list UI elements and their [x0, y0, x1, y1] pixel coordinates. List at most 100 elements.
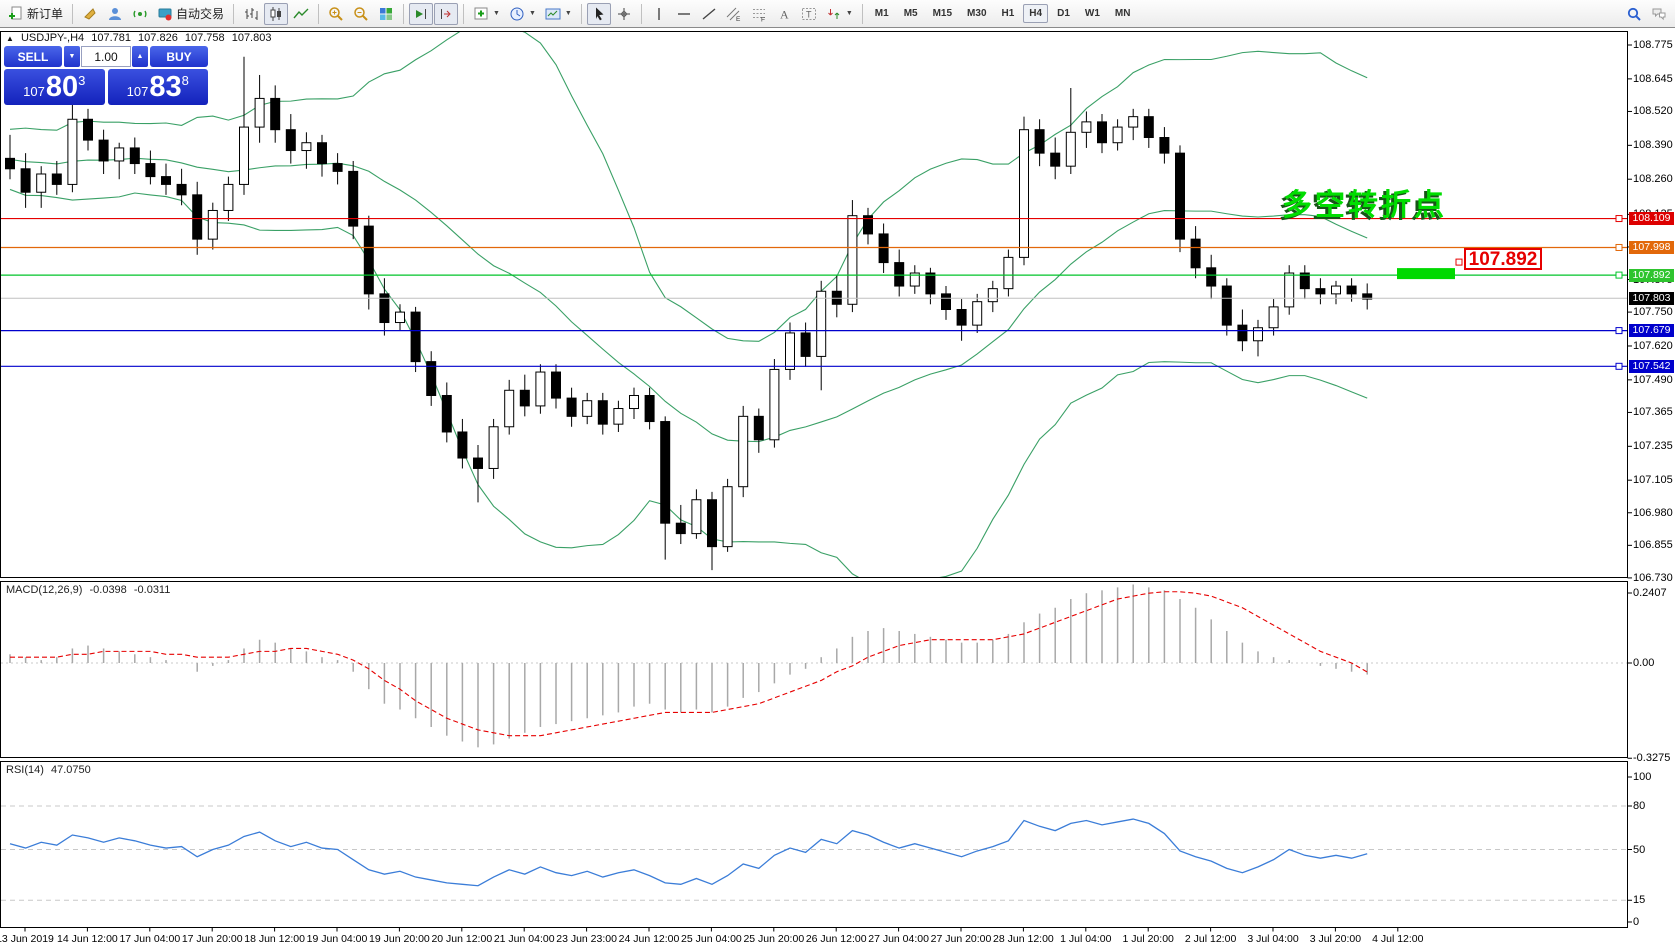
- zoom-in-button[interactable]: [324, 3, 348, 25]
- time-axis-label: 17 Jun 20:00: [181, 933, 243, 945]
- cursor-button[interactable]: [586, 2, 611, 25]
- time-axis-label: 25 Jun 04:00: [681, 933, 742, 945]
- crosshair-icon: [616, 6, 632, 22]
- new-order-button-label: 新订单: [27, 7, 64, 21]
- volume-increase-button[interactable]: ▲: [132, 46, 148, 67]
- auto-trading-button[interactable]: 自动交易: [153, 3, 228, 25]
- turning-point-annotation: 多空转折点: [1282, 189, 1447, 222]
- community-button[interactable]: [103, 3, 127, 25]
- time-axis-label: 20 Jun 12:00: [431, 933, 493, 945]
- toolbar-separator: [640, 3, 642, 24]
- price-axis-label: 108.390: [1633, 139, 1673, 152]
- bollinger-lower-line: [9, 188, 1368, 577]
- main-pane[interactable]: [0, 31, 1628, 578]
- line-handle[interactable]: [1615, 243, 1623, 251]
- sell-button[interactable]: SELL: [4, 46, 62, 67]
- bar-chart-button[interactable]: [239, 3, 263, 25]
- time-axis-label: 19 Jun 20:00: [369, 933, 430, 945]
- price-axis-label: 107.235: [1633, 440, 1673, 453]
- toolbar-separator: [861, 3, 863, 24]
- macd-value-main: -0.0398: [89, 584, 127, 596]
- chat-icon: [1651, 6, 1667, 22]
- timeframe-button-h1[interactable]: H1: [1001, 8, 1015, 19]
- label-icon: T: [801, 6, 817, 22]
- time-axis-label: 26 Jun 12:00: [805, 933, 867, 945]
- timeframe-button-d1[interactable]: D1: [1057, 8, 1070, 19]
- macd-signal-line: [10, 591, 1368, 737]
- fibo-icon: F: [751, 6, 767, 22]
- price-callout[interactable]: 107.892: [1464, 248, 1542, 270]
- arrows-button[interactable]: ▼: [822, 3, 857, 25]
- chat-button[interactable]: [1647, 3, 1671, 25]
- svg-text:T: T: [806, 9, 812, 19]
- highlight-rectangle[interactable]: [1397, 268, 1455, 280]
- text-label-button[interactable]: T: [797, 3, 821, 25]
- sell-price-display[interactable]: 107 80 3: [4, 69, 105, 105]
- trendline-icon: [701, 6, 717, 22]
- buy-price-display[interactable]: 107 83 8: [107, 69, 208, 105]
- new-order-button[interactable]: 新订单: [4, 3, 67, 25]
- ohlc-high: 107.826: [138, 32, 178, 44]
- time-axis-label: 27 Jun 20:00: [930, 933, 992, 945]
- toolbar-separator: [463, 3, 465, 24]
- price-badge-108.109: 108.109: [1629, 212, 1674, 226]
- periods-button[interactable]: ▼: [505, 3, 540, 25]
- market-button[interactable]: [78, 3, 102, 25]
- volume-decrease-button[interactable]: ▼: [64, 46, 80, 67]
- zoom-out-button[interactable]: [349, 3, 373, 25]
- timeframe-button-m30[interactable]: M30: [967, 8, 987, 19]
- rsi-axis-label: 50: [1633, 843, 1646, 856]
- time-axis-label: 23 Jun 23:00: [556, 933, 617, 945]
- indicators-button[interactable]: ▼: [469, 3, 504, 25]
- collapse-arrow-icon[interactable]: ▲: [6, 34, 14, 43]
- templates-button[interactable]: ▼: [541, 3, 576, 25]
- one-click-trading-panel: SELL ▼ 1.00 ▲ BUY 107 80 3 107 83 8: [4, 46, 208, 105]
- callout-handle[interactable]: [1455, 258, 1463, 266]
- toolbar-separator: [233, 3, 235, 24]
- line-chart-button[interactable]: [289, 3, 313, 25]
- rsi-pane[interactable]: [0, 761, 1628, 928]
- timeframe-button-mn[interactable]: MN: [1114, 8, 1131, 19]
- price-axis-label: 108.775: [1633, 39, 1673, 51]
- line-handle[interactable]: [1615, 327, 1623, 335]
- timeframe-button-w1[interactable]: W1: [1084, 8, 1100, 19]
- time-axis-label: 3 Jul 20:00: [1309, 933, 1362, 945]
- horizontal-line-button[interactable]: [672, 3, 696, 25]
- volume-input[interactable]: 1.00: [81, 46, 131, 67]
- search-button[interactable]: [1622, 3, 1646, 25]
- timeframe-button-m1[interactable]: M1: [874, 8, 889, 19]
- signals-button[interactable]: [128, 3, 152, 25]
- timeframe-button-m5[interactable]: M5: [903, 8, 918, 19]
- text-button[interactable]: A: [772, 3, 796, 25]
- tile-windows-button[interactable]: [374, 3, 398, 25]
- time-axis-label: 2 Jul 12:00: [1184, 933, 1237, 945]
- time-axis-label: 17 Jun 04:00: [119, 933, 181, 945]
- time-axis-label: 24 Jun 12:00: [618, 933, 680, 945]
- line-handle[interactable]: [1615, 215, 1623, 223]
- chart-shift-button[interactable]: [434, 2, 459, 25]
- autoscroll-icon: [413, 6, 429, 22]
- buy-price-prefix: 107: [126, 84, 149, 99]
- zoom-in-icon: [328, 6, 344, 22]
- timeframe-button-h4[interactable]: H4: [1023, 4, 1049, 23]
- line-handle[interactable]: [1615, 362, 1623, 370]
- chevron-down-icon: ▼: [493, 10, 500, 17]
- price-badge-107.892: 107.892: [1629, 268, 1674, 282]
- crosshair-button[interactable]: [612, 3, 636, 25]
- trendline-button[interactable]: [697, 3, 721, 25]
- zoom-out-icon: [353, 6, 369, 22]
- toolbar-separator: [580, 3, 582, 24]
- vertical-line-button[interactable]: [647, 3, 671, 25]
- auto-scroll-button[interactable]: [409, 2, 434, 25]
- buy-button[interactable]: BUY: [150, 46, 208, 67]
- macd-pane[interactable]: [0, 581, 1628, 758]
- time-axis-label: 13 Jun 2019: [0, 933, 54, 945]
- fibonacci-button[interactable]: F: [747, 3, 771, 25]
- line-handle[interactable]: [1615, 271, 1623, 279]
- channel-button[interactable]: E: [722, 3, 746, 25]
- timeframe-button-m15[interactable]: M15: [932, 8, 953, 19]
- autotrade-icon: [157, 6, 173, 22]
- rsi-value: 47.0750: [50, 764, 91, 776]
- candlestick-chart-button[interactable]: [264, 2, 289, 25]
